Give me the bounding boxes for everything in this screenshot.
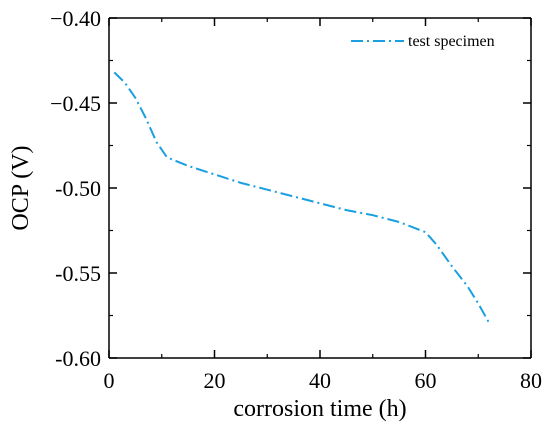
x-tick-label: 20: [204, 368, 226, 393]
y-axis-label: OCP (V): [8, 145, 34, 230]
series-layer: [113, 71, 490, 323]
y-tick-label: −0.40: [50, 6, 101, 31]
axis-ticks: 0 20 40 60 80 −0.40 −0.45 -0.50 -0.55 -0.60: [50, 6, 542, 393]
y-tick-label: -0.50: [55, 176, 101, 201]
y-tick-label: −0.45: [50, 91, 101, 116]
y-tick-label: -0.55: [55, 261, 101, 286]
x-axis-label: corrosion time (h): [233, 396, 406, 422]
series-line-0: [113, 71, 490, 323]
legend: test specimen: [351, 33, 495, 50]
plot-frame: [108, 17, 532, 359]
legend-label-test-specimen: test specimen: [408, 33, 495, 50]
y-tick-label: -0.60: [55, 346, 101, 371]
x-tick-label: 0: [104, 368, 115, 393]
x-tick-label: 40: [309, 368, 331, 393]
x-tick-label: 60: [415, 368, 437, 393]
x-tick-label: 80: [520, 368, 542, 393]
